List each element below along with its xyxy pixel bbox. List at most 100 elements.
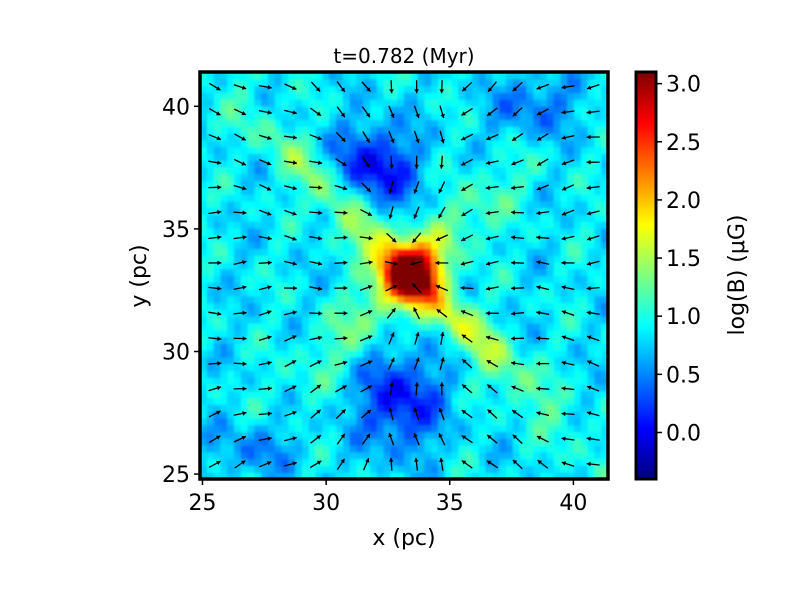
heatmap-cell <box>274 316 283 324</box>
heatmap-cell <box>546 78 555 87</box>
heatmap-cell <box>417 146 425 154</box>
heatmap-cell <box>261 261 269 270</box>
heatmap-cell <box>349 139 357 148</box>
heatmap-cell <box>444 78 453 87</box>
heatmap-cell <box>370 343 378 351</box>
heatmap-cell <box>397 322 405 331</box>
heatmap-cell <box>587 302 595 311</box>
heatmap-cell <box>601 261 608 270</box>
heatmap-cell <box>247 146 255 154</box>
field-arrow <box>561 159 575 166</box>
heatmap-cell <box>451 200 459 209</box>
field-arrow <box>485 310 499 316</box>
heatmap-cell <box>288 241 296 249</box>
heatmap-cell <box>567 85 575 93</box>
heatmap-cell <box>417 465 425 473</box>
heatmap-cell <box>587 228 595 236</box>
heatmap-cell <box>424 343 432 351</box>
heatmap-cell <box>410 153 419 161</box>
heatmap-cell <box>206 322 215 331</box>
heatmap-cell <box>485 187 493 195</box>
heatmap-cell <box>512 92 521 100</box>
heatmap-cell <box>465 322 473 331</box>
heatmap-cell <box>322 99 330 107</box>
heatmap-cell <box>533 173 541 182</box>
heatmap-cell <box>336 173 344 182</box>
heatmap-cell <box>458 309 466 317</box>
heatmap-cell <box>438 248 446 256</box>
heatmap-cell <box>438 72 446 80</box>
heatmap-cell <box>438 146 446 154</box>
heatmap-cell <box>553 377 561 385</box>
heatmap-cell <box>254 431 262 439</box>
heatmap-cell <box>424 119 432 127</box>
heatmap-cell <box>499 85 507 93</box>
heatmap-cell <box>526 350 534 358</box>
heatmap-cell <box>220 356 228 365</box>
heatmap-cell <box>417 119 425 127</box>
heatmap-cell <box>288 316 296 324</box>
heatmap-cell <box>478 316 487 324</box>
heatmap-cell <box>383 302 391 311</box>
heatmap-cell <box>553 431 561 439</box>
heatmap-cell <box>560 214 568 222</box>
heatmap-cell <box>329 146 337 154</box>
heatmap-cell <box>200 105 208 114</box>
heatmap-cell <box>594 275 602 283</box>
heatmap-cell <box>594 194 602 202</box>
heatmap-cell <box>404 316 412 324</box>
heatmap-cell <box>553 343 561 351</box>
heatmap-cell <box>424 417 432 426</box>
heatmap-cell <box>553 255 561 263</box>
heatmap-cell <box>322 119 330 127</box>
heatmap-cell <box>274 336 283 344</box>
heatmap-cell <box>254 92 262 100</box>
heatmap-cell <box>444 139 453 148</box>
heatmap-cell <box>206 451 215 460</box>
heatmap-cell <box>376 336 385 344</box>
heatmap-cell <box>431 234 439 243</box>
heatmap-cell <box>594 451 602 460</box>
heatmap-cell <box>485 397 493 405</box>
heatmap-cell <box>261 417 269 426</box>
heatmap-cell <box>458 241 466 249</box>
heatmap-cell <box>526 322 534 331</box>
heatmap-cell <box>288 105 296 114</box>
heatmap-cell <box>342 384 351 392</box>
heatmap-cell <box>472 268 480 277</box>
heatmap-cell <box>444 261 453 270</box>
heatmap-cell <box>438 472 446 479</box>
heatmap-cell <box>302 99 310 107</box>
heatmap-cell <box>424 194 432 202</box>
heatmap-cell <box>274 282 283 290</box>
heatmap-cell <box>410 228 419 236</box>
heatmap-cell <box>587 404 595 412</box>
heatmap-cell <box>567 316 575 324</box>
heatmap-cell <box>336 289 344 297</box>
heatmap-cell <box>478 200 487 209</box>
heatmap-cell <box>594 126 602 134</box>
heatmap-cell <box>601 139 608 148</box>
heatmap-cell <box>465 390 473 399</box>
heatmap-cell <box>526 289 534 297</box>
heatmap-cell <box>268 445 276 453</box>
heatmap-cell <box>485 445 493 453</box>
heatmap-cell <box>594 390 602 399</box>
heatmap-cell <box>281 78 289 87</box>
heatmap-cell <box>458 160 466 168</box>
heatmap-cell <box>240 343 249 351</box>
heatmap-cell <box>574 370 582 378</box>
heatmap-cell <box>587 160 595 168</box>
heatmap-cell <box>444 322 453 331</box>
heatmap-cell <box>438 180 446 188</box>
heatmap-cell <box>546 329 555 338</box>
heatmap-cell <box>390 221 398 229</box>
heatmap-cell <box>485 377 493 385</box>
heatmap-cell <box>288 377 296 385</box>
heatmap-cell <box>499 363 507 372</box>
heatmap-cell <box>546 438 555 446</box>
heatmap-cell <box>206 248 215 256</box>
heatmap-cell <box>383 241 391 249</box>
heatmap-cell <box>234 370 242 378</box>
